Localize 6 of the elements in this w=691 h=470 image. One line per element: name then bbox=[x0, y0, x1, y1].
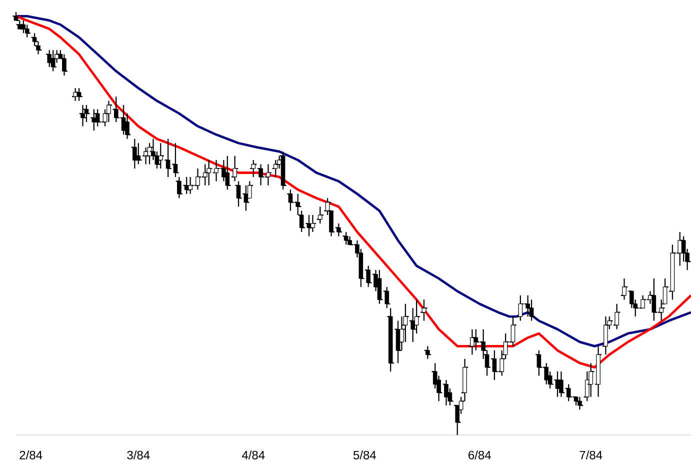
x-tick-label: 7/84 bbox=[580, 450, 602, 460]
x-tick-label: 4/84 bbox=[242, 450, 265, 460]
x-tick-label: 2/84 bbox=[20, 450, 42, 460]
x-tick-label: 6/84 bbox=[468, 450, 491, 460]
x-tick-label: 3/84 bbox=[127, 450, 150, 460]
x-tick-label: 5/84 bbox=[353, 450, 376, 460]
